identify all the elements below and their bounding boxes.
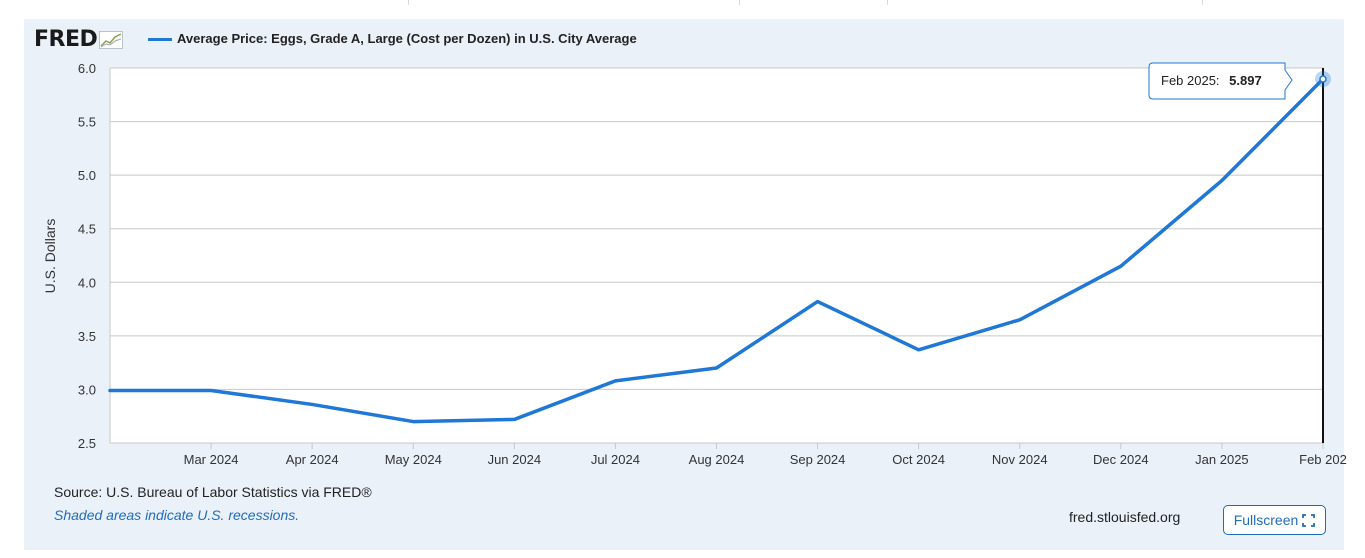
chart-legend: Average Price: Eggs, Grade A, Large (Cos…: [148, 31, 637, 47]
tooltip-value: 5.897: [1229, 73, 1262, 88]
fred-logo[interactable]: FRED: [34, 27, 124, 53]
x-tick-label: Apr 2024: [286, 452, 339, 467]
y-tick-label: 3.5: [78, 329, 96, 344]
fullscreen-label: Fullscreen: [1233, 512, 1299, 528]
data-point[interactable]: [209, 389, 213, 392]
x-tick-label: Sep 2024: [790, 452, 846, 467]
y-tick-label: 4.5: [78, 222, 96, 237]
tooltip: Feb 2025: 5.897: [1148, 62, 1293, 100]
data-point[interactable]: [816, 300, 820, 304]
y-tick-label: 5.5: [78, 115, 96, 130]
tooltip-box: [1148, 62, 1293, 100]
y-tick-label: 6.0: [78, 61, 96, 76]
data-point[interactable]: [1119, 264, 1123, 268]
line-graph-icon: [99, 31, 124, 49]
site-url: fred.stlouisfed.org: [1069, 509, 1181, 525]
x-tick-label: Nov 2024: [992, 452, 1048, 467]
tooltip-date: Feb 2025:: [1161, 73, 1220, 88]
y-tick-label: 5.0: [78, 168, 96, 183]
y-tick-label: 3.0: [78, 382, 96, 397]
data-point[interactable]: [108, 389, 112, 392]
x-axis-ticks: Mar 2024 Apr 2024 May 2024 Jun 2024 Jul 2024…: [184, 443, 1347, 467]
hover-marker[interactable]: [1319, 75, 1327, 83]
data-point[interactable]: [917, 348, 921, 352]
x-tick-label: Jan 2025: [1195, 452, 1249, 467]
data-point[interactable]: [411, 420, 415, 424]
x-tick-label: Aug 2024: [689, 452, 745, 467]
plot-area: [110, 68, 1324, 443]
y-tick-label: 4.0: [78, 275, 96, 290]
data-point[interactable]: [512, 417, 516, 421]
data-point[interactable]: [1018, 318, 1022, 322]
series-group: [108, 71, 1331, 424]
y-axis-label: U.S. Dollars: [42, 219, 58, 294]
y-tick-label: 2.5: [78, 436, 96, 451]
data-point[interactable]: [613, 379, 617, 383]
fullscreen-button[interactable]: Fullscreen: [1223, 505, 1326, 535]
x-tick-label: Oct 2024: [892, 452, 945, 467]
x-tick-label: Jul 2024: [591, 452, 640, 467]
data-point[interactable]: [715, 366, 718, 370]
legend-swatch: [148, 37, 172, 41]
x-tick-label: Mar 2024: [184, 452, 239, 467]
source-text: Source: U.S. Bureau of Labor Statistics …: [54, 484, 372, 500]
data-point[interactable]: [310, 402, 314, 406]
top-divider: [0, 0, 1365, 6]
expand-icon: [1302, 513, 1316, 527]
logo-text: FRED: [34, 27, 98, 52]
recession-note: Shaded areas indicate U.S. recessions.: [54, 507, 300, 523]
x-tick-label: Dec 2024: [1093, 452, 1149, 467]
x-tick-label: Jun 2024: [488, 452, 542, 467]
legend-label: Average Price: Eggs, Grade A, Large (Cos…: [177, 31, 637, 46]
x-tick-label: Feb 202: [1299, 452, 1347, 467]
y-axis-ticks: 2.5 3.0 3.5 4.0 4.5 5.0 5.5 6.0: [78, 61, 96, 451]
data-point[interactable]: [1220, 179, 1224, 182]
svg-text:Feb 2025: 5.897: Feb 2025: 5.897: [1161, 73, 1262, 88]
x-tick-label: May 2024: [385, 452, 442, 467]
